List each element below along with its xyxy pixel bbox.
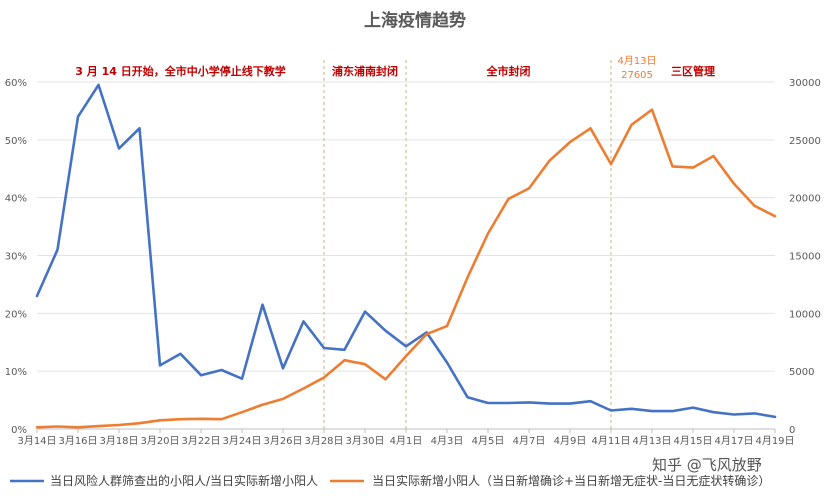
x-tick-label: 3月16日 xyxy=(58,435,97,447)
x-tick-label: 3月26日 xyxy=(263,435,302,447)
right-tick-label: 20000 xyxy=(789,194,821,205)
left-tick-label: 60% xyxy=(5,78,27,89)
right-tick-label: 0 xyxy=(789,425,795,436)
series-lines xyxy=(35,83,777,429)
right-axis-ticks: 0 5000 10000 15000 20000 25000 30000 xyxy=(789,78,821,436)
right-tick-label: 30000 xyxy=(789,78,821,89)
left-tick-label: 0% xyxy=(11,425,27,436)
legend-label-2: 当日实际新增小阳人（当日新增确诊+当日新增无症状-当日无症状转确诊） xyxy=(372,473,770,488)
legend: 当日风险人群筛查出的小阳人/当日实际新增小阳人 当日实际新增小阳人（当日新增确诊+… xyxy=(10,473,770,488)
right-tick-label: 5000 xyxy=(789,367,814,378)
left-axis-ticks: 0% 10% 20% 30% 40% 50% 60% xyxy=(5,78,27,436)
legend-label-1: 当日风险人群筛查出的小阳人/当日实际新增小阳人 xyxy=(50,473,318,488)
x-tick-label: 4月1日 xyxy=(390,435,423,447)
left-tick-label: 30% xyxy=(5,252,27,263)
x-tick-label: 4月7日 xyxy=(513,435,546,447)
x-tick-label: 3月28日 xyxy=(304,435,343,447)
x-tick-label: 4月9日 xyxy=(554,435,587,447)
left-tick-label: 40% xyxy=(5,194,27,205)
left-tick-label: 50% xyxy=(5,136,27,147)
right-tick-label: 25000 xyxy=(789,136,821,147)
series-line-1 xyxy=(35,83,777,419)
x-tick-label: 3月30日 xyxy=(345,435,384,447)
watermark: 知乎 @飞风放野 xyxy=(652,456,762,474)
x-tick-label: 3月22日 xyxy=(181,435,220,447)
annotation-date: 4月13日 xyxy=(617,55,656,67)
right-tick-label: 15000 xyxy=(789,252,821,263)
x-tick-label: 4月13日 xyxy=(632,435,671,447)
phase-label: 3 月 14 日开始，全市中小学停止线下教学 xyxy=(75,64,285,78)
x-tick-label: 3月24日 xyxy=(222,435,261,447)
right-tick-label: 10000 xyxy=(789,309,821,320)
x-tick-label: 4月15日 xyxy=(673,435,712,447)
peak-annotation: 4月13日 27605 xyxy=(617,55,656,81)
phase-label: 三区管理 xyxy=(671,64,715,78)
x-tick-label: 4月17日 xyxy=(714,435,753,447)
left-tick-label: 20% xyxy=(5,309,27,320)
phase-labels: 3 月 14 日开始，全市中小学停止线下教学 浦东浦南封闭 全市封闭 三区管理 xyxy=(75,64,715,78)
x-tick-label: 3月14日 xyxy=(17,435,56,447)
x-tick-label: 3月20日 xyxy=(140,435,179,447)
left-tick-label: 10% xyxy=(5,367,27,378)
chart-title: 上海疫情趋势 xyxy=(364,10,466,31)
x-tick-label: 3月18日 xyxy=(99,435,138,447)
phase-label: 全市封闭 xyxy=(486,64,531,78)
series-line-2 xyxy=(35,108,777,429)
x-tick-label: 4月5日 xyxy=(472,435,505,447)
x-tick-label: 4月19日 xyxy=(755,435,794,447)
annotation-value: 27605 xyxy=(621,70,653,81)
phase-label: 浦东浦南封闭 xyxy=(332,64,398,78)
x-axis-ticks: 3月14日 3月16日 3月18日 3月20日 3月22日 3月24日 3月26日 3月28日… xyxy=(17,429,795,447)
x-tick-label: 4月11日 xyxy=(591,435,630,447)
phase-dividers xyxy=(323,60,612,429)
x-tick-label: 4月3日 xyxy=(431,435,464,447)
